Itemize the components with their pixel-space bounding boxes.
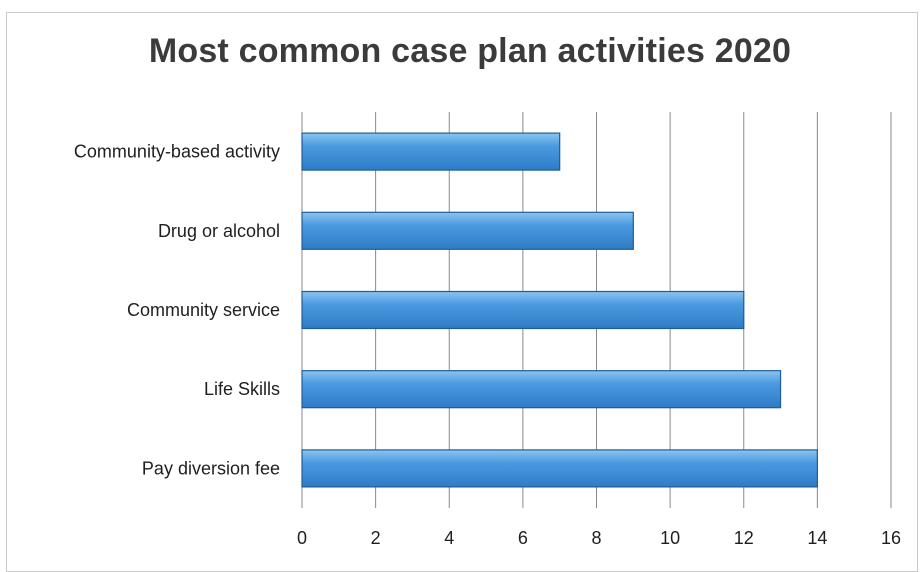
chart-title: Most common case plan activities 2020 <box>148 32 792 70</box>
x-tick-label-0: 0 <box>297 528 307 548</box>
bar-life-skills <box>301 370 782 409</box>
bar-community-service <box>301 290 745 330</box>
x-tick-label-14: 14 <box>807 528 827 548</box>
category-label-community-service: Community service <box>127 300 280 320</box>
x-tick-label-6: 6 <box>518 528 528 548</box>
x-tick-labels: 0 2 4 6 8 10 12 14 16 <box>297 528 901 548</box>
bar-drug-or-alcohol <box>301 211 634 250</box>
x-tick-label-12: 12 <box>734 528 754 548</box>
category-label-drug-or-alcohol: Drug or alcohol <box>158 221 280 241</box>
bar-community-based-activity <box>301 132 561 171</box>
x-tick-label-4: 4 <box>444 528 454 548</box>
bar-chart: Community-based activity Drug or alcohol C… <box>74 112 901 548</box>
category-label-life-skills: Life Skills <box>204 379 280 399</box>
category-label-pay-diversion-fee: Pay diversion fee <box>142 458 280 478</box>
category-labels: Community-based activity Drug or alcohol C… <box>74 142 280 479</box>
bar-pay-diversion-fee <box>301 449 818 488</box>
x-tick-label-2: 2 <box>371 528 381 548</box>
x-tick-label-16: 16 <box>881 528 901 548</box>
x-tick-label-8: 8 <box>591 528 601 548</box>
category-label-community-based-activity: Community-based activity <box>74 142 280 162</box>
x-tick-label-10: 10 <box>660 528 680 548</box>
bars <box>301 132 818 488</box>
